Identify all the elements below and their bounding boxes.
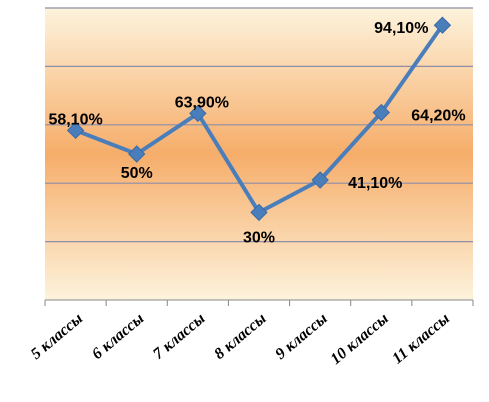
data-label: 30%	[243, 229, 275, 246]
gridlines	[45, 7, 473, 243]
data-label: 50%	[121, 165, 153, 182]
x-tick-labels: 5 классы 6 классы 7 классы 8 классы 9 классы…	[28, 310, 453, 368]
x-tick-label: 6 классы	[89, 310, 147, 363]
x-tick-label: 9 классы	[272, 310, 330, 363]
data-point-marker	[372, 103, 390, 122]
x-tick-label: 5 классы	[28, 310, 86, 363]
data-point-marker	[189, 104, 207, 123]
data-label: 64,20%	[411, 108, 465, 125]
x-tick-label: 10 классы	[327, 310, 392, 368]
data-point-marker	[311, 171, 329, 189]
x-tick-label: 11 классы	[389, 310, 453, 367]
x-axis	[44, 299, 474, 306]
x-tick-label: 7 классы	[150, 310, 208, 363]
data-markers	[66, 16, 452, 222]
data-label: 58,10%	[48, 111, 102, 128]
data-point-marker	[250, 203, 268, 222]
x-tick-label: 8 классы	[211, 310, 269, 363]
data-point-marker	[433, 16, 452, 34]
data-point-marker	[66, 121, 85, 140]
data-labels: 58,10% 50% 63,90% 30% 41,10% 64,20% 94,10%	[48, 20, 465, 246]
data-point-marker	[128, 145, 146, 163]
plot-area	[45, 8, 473, 300]
data-label: 94,10%	[374, 20, 428, 37]
data-label: 41,10%	[348, 175, 402, 192]
data-label: 63,90%	[175, 94, 229, 111]
